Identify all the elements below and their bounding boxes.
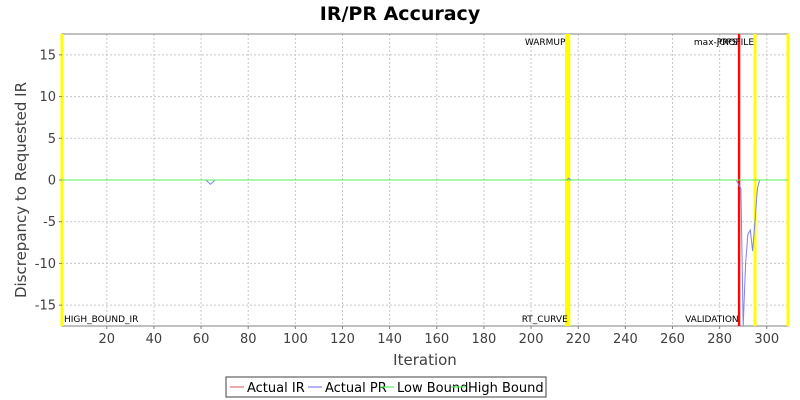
- marker-label: VALIDATION: [685, 315, 739, 325]
- y-tick-label: -15: [35, 299, 56, 314]
- legend-entry: Actual PR: [325, 381, 387, 396]
- plot-area: HIGH_BOUND_IR WARMUP RT_CURVE max-jOPS VALID…: [35, 33, 790, 347]
- x-tick-label: 200: [519, 332, 544, 347]
- legend-entry: Actual IR: [247, 381, 305, 396]
- y-axis-label: Discrepancy to Requested IR: [12, 82, 30, 298]
- chart-title: IR/PR Accuracy: [320, 3, 481, 25]
- y-tick-label: 10: [39, 90, 56, 105]
- x-tick-label: 20: [99, 332, 116, 347]
- y-tick-label: -10: [35, 257, 56, 272]
- x-tick-label: 120: [330, 332, 355, 347]
- legend-entry: High Bound: [468, 381, 544, 396]
- y-tick-label: 15: [39, 48, 56, 63]
- x-tick-label: 80: [240, 332, 257, 347]
- x-tick-label: 60: [193, 332, 210, 347]
- x-tick-label: 180: [472, 332, 497, 347]
- x-tick-label: 100: [283, 332, 308, 347]
- x-tick-label: 300: [754, 332, 779, 347]
- x-tick-label: 40: [146, 332, 163, 347]
- y-tick-label: 0: [48, 174, 56, 189]
- legend-entry: Low Bound: [397, 381, 468, 396]
- x-tick-label: 240: [613, 332, 638, 347]
- x-tick-label: 280: [707, 332, 732, 347]
- x-axis-label: Iteration: [393, 351, 457, 369]
- x-tick-label: 140: [377, 332, 402, 347]
- y-tick-label: -5: [43, 215, 56, 230]
- series-line-actual-pr: [62, 177, 788, 327]
- x-tick-label: 160: [424, 332, 449, 347]
- x-tick-label: 260: [660, 332, 685, 347]
- marker-label: HIGH_BOUND_IR: [64, 315, 138, 325]
- y-tick-label: 5: [48, 132, 56, 147]
- x-tick-label: 220: [566, 332, 591, 347]
- marker-label: PROFILE: [717, 38, 755, 48]
- legend: Actual IR Actual PR Low Bound High Bound: [225, 376, 547, 398]
- marker-label: RT_CURVE: [522, 315, 568, 325]
- marker-label: max-jOPS: [694, 38, 738, 48]
- marker-label: WARMUP: [525, 38, 566, 48]
